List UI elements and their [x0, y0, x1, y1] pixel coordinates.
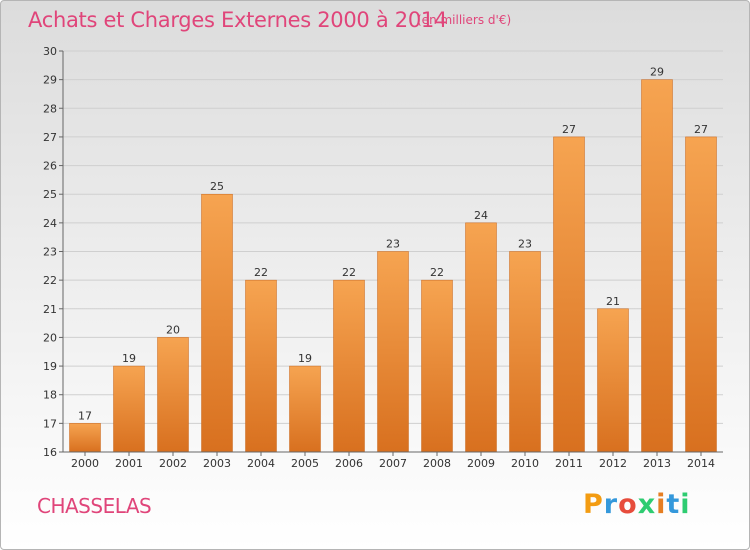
y-tick-label: 18: [43, 389, 57, 402]
commune-name: CHASSELAS: [37, 494, 152, 518]
bar: [377, 251, 409, 453]
chart-title: Achats et Charges Externes 2000 à 2014: [28, 8, 448, 32]
x-tick-label: 2002: [159, 457, 187, 470]
logo-letter: t: [666, 489, 681, 520]
bar: [553, 136, 585, 453]
data-label: 27: [562, 123, 576, 136]
data-label: 24: [474, 209, 488, 222]
chart-subtitle: (en milliers d'€): [417, 13, 512, 27]
logo-letter: P: [583, 489, 604, 520]
x-tick-label: 2006: [335, 457, 363, 470]
x-tick-label: 2012: [599, 457, 627, 470]
x-tick-label: 2004: [247, 457, 275, 470]
bar: [685, 136, 717, 453]
y-tick-label: 19: [43, 360, 57, 373]
bar: [201, 193, 233, 453]
bar: [597, 308, 629, 453]
logo-letter: o: [618, 489, 638, 520]
y-tick-label: 28: [43, 102, 57, 115]
bar: [157, 337, 189, 453]
axes: 16 17 18 19 20 21 22 23 24 25 26 27 28 29 30 2000 2001 20…: [43, 45, 723, 470]
x-tick-label: 2010: [511, 457, 539, 470]
y-tick-label: 20: [43, 331, 57, 344]
y-tick-label: 27: [43, 131, 57, 144]
logo-letter: r: [603, 489, 619, 520]
proxiti-logo: Proxiti: [583, 489, 691, 520]
y-tick-label: 30: [43, 45, 57, 58]
bar: [245, 279, 277, 453]
y-tick-label: 17: [43, 417, 57, 430]
x-tick-label: 2000: [71, 457, 99, 470]
x-tick-label: 2003: [203, 457, 231, 470]
bar: [69, 423, 101, 453]
bar: [289, 365, 321, 453]
x-tick-label: 2005: [291, 457, 319, 470]
y-tick-label: 16: [43, 446, 57, 459]
y-tick-label: 23: [43, 246, 57, 259]
y-tick-label: 26: [43, 160, 57, 173]
data-label: 23: [518, 238, 532, 251]
x-tick-label: 2014: [687, 457, 715, 470]
data-label: 22: [342, 266, 356, 279]
y-tick-label: 22: [43, 274, 57, 287]
x-tick-label: 2013: [643, 457, 671, 470]
data-label: 29: [650, 66, 664, 79]
bar: [421, 279, 453, 453]
data-label: 22: [254, 266, 268, 279]
x-tick-label: 2009: [467, 457, 495, 470]
data-label: 20: [166, 323, 180, 336]
x-tick-label: 2011: [555, 457, 583, 470]
logo-letter: x: [637, 489, 657, 520]
y-tick-label: 24: [43, 217, 57, 230]
data-label: 23: [386, 238, 400, 251]
data-label: 19: [122, 352, 136, 365]
x-tick-label: 2008: [423, 457, 451, 470]
bar: [113, 365, 145, 453]
bars: 17 19 20 25 22 19 22 23 22 24 23 27 21 29 27: [69, 66, 717, 453]
data-label: 19: [298, 352, 312, 365]
y-tick-label: 25: [43, 188, 57, 201]
logo-letter: i: [680, 489, 691, 520]
bar: [509, 251, 541, 453]
data-label: 22: [430, 266, 444, 279]
bar: [333, 279, 365, 453]
logo-letter: i: [656, 489, 667, 520]
bar: [465, 222, 497, 453]
x-tick-label: 2007: [379, 457, 407, 470]
data-label: 21: [606, 295, 620, 308]
data-label: 27: [694, 123, 708, 136]
y-tick-label: 29: [43, 74, 57, 87]
data-label: 25: [210, 180, 224, 193]
data-label: 17: [78, 409, 92, 422]
bar: [641, 79, 673, 453]
x-tick-label: 2001: [115, 457, 143, 470]
y-tick-label: 21: [43, 303, 57, 316]
